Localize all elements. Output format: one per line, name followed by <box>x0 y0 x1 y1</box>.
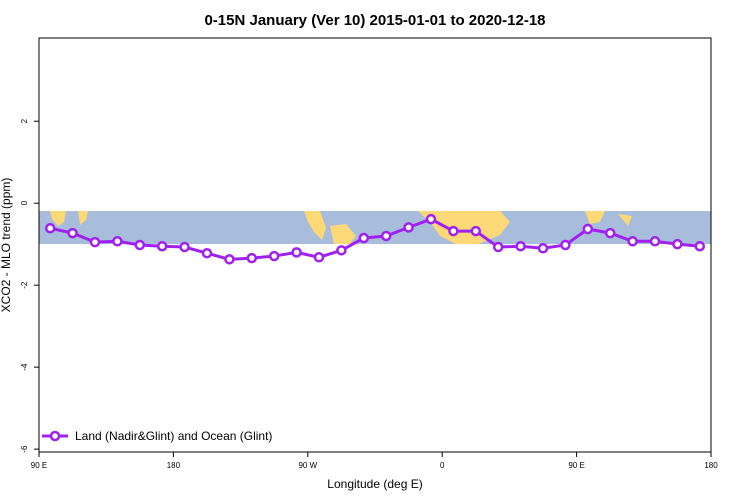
point <box>492 241 504 253</box>
x-axis-label: Longitude (deg E) <box>327 477 422 491</box>
x-tick-label: 180 <box>167 461 181 470</box>
point <box>201 247 213 259</box>
x-tick-label: 180 <box>704 461 718 470</box>
point <box>448 225 459 237</box>
chart-title: 0-15N January (Ver 10) 2015-01-01 to 202… <box>204 12 545 29</box>
point <box>380 230 392 242</box>
y-tick-label: -2 <box>20 281 29 289</box>
point <box>89 236 101 248</box>
x-tick-label: 90 E <box>568 461 584 470</box>
point <box>537 243 549 254</box>
point <box>694 240 706 252</box>
legend-label: Land (Nadir&Glint) and Ocean (Glint) <box>75 429 272 443</box>
y-tick-label: -4 <box>20 363 29 371</box>
y-tick-label: 2 <box>20 118 29 123</box>
point <box>246 252 258 264</box>
point <box>358 232 370 244</box>
x-tick-label: 0 <box>440 461 445 470</box>
point <box>156 240 168 252</box>
y-axis-label: XCO2 - MLO trend (ppm) <box>0 178 13 313</box>
legend-marker <box>49 430 61 442</box>
point <box>112 236 123 247</box>
point <box>672 238 683 250</box>
point <box>403 222 414 233</box>
point <box>291 247 302 258</box>
point <box>313 252 325 263</box>
point <box>470 225 482 237</box>
point <box>134 239 146 251</box>
point <box>44 222 56 234</box>
point <box>560 239 571 251</box>
y-tick-label: 0 <box>20 200 29 205</box>
point <box>649 236 661 247</box>
map-background <box>39 211 711 244</box>
point <box>627 236 638 247</box>
y-tick-label: -6 <box>20 445 29 453</box>
point <box>268 250 280 262</box>
point <box>515 240 526 252</box>
point <box>224 254 235 265</box>
point <box>425 213 437 225</box>
point <box>336 245 347 256</box>
point <box>582 223 594 235</box>
point <box>67 227 78 239</box>
plot-frame <box>38 37 712 453</box>
point <box>604 227 616 239</box>
x-tick-label: 90 E <box>31 461 47 470</box>
point <box>179 241 190 253</box>
x-tick-label: 90 W <box>298 461 317 470</box>
